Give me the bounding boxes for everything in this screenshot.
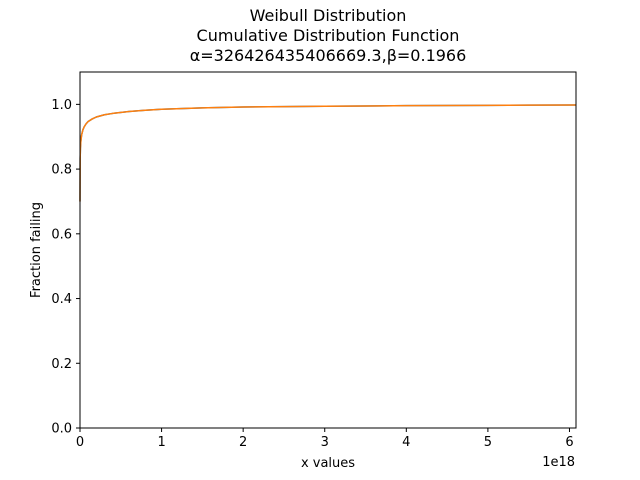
plot-area-frame [79,71,577,429]
x-tick-label: 2 [239,435,247,450]
chart-subtitle: Cumulative Distribution Function [196,26,460,45]
chart-title: Weibull Distribution [249,6,407,25]
x-axis-offset-label: 1e18 [542,455,575,470]
chart-params-label: α=326426435406669.3,β=0.1966 [189,46,467,65]
x-tick-label: 1 [157,435,165,450]
x-axis-label: x values [301,456,355,471]
x-tick-label: 6 [565,435,573,450]
y-tick-label: 0.0 [51,422,72,437]
y-tick-label: 0.2 [51,357,72,372]
x-axis: 0 1 2 3 4 5 6 [76,428,574,450]
x-tick-label: 3 [321,435,329,450]
y-tick-label: 0.4 [51,292,72,307]
y-axis: 0.0 0.2 0.4 0.6 0.8 1.0 [51,98,80,437]
series-line-1 [79,104,577,202]
y-tick-label: 1.0 [51,98,72,113]
x-tick-label: 0 [76,435,84,450]
chart-title-block: Weibull Distribution Cumulative Distribu… [0,6,640,66]
y-axis-label: Fraction failing [29,202,44,298]
x-tick-label: 5 [484,435,492,450]
x-tick-label: 4 [402,435,410,450]
y-tick-label: 0.8 [51,163,72,178]
y-tick-label: 0.6 [51,227,72,242]
series-line-2 [79,104,577,202]
series-layer [79,104,577,202]
